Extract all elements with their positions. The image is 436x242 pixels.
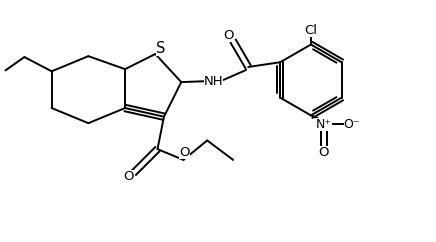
Text: O: O — [224, 29, 234, 42]
Text: O⁻: O⁻ — [344, 118, 360, 130]
Text: O: O — [123, 170, 134, 183]
Text: NH: NH — [204, 75, 224, 88]
Text: Cl: Cl — [304, 24, 317, 37]
Text: O: O — [319, 146, 329, 159]
Text: O: O — [179, 146, 190, 159]
Text: S: S — [156, 41, 166, 56]
Text: N⁺: N⁺ — [316, 118, 332, 130]
